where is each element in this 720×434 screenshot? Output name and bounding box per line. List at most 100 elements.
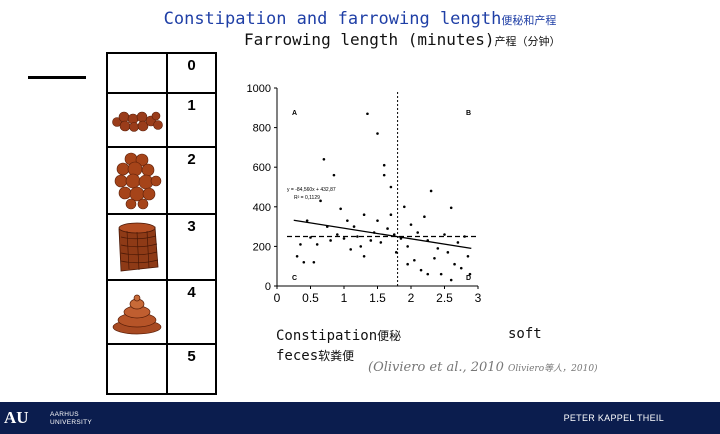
author-name: PETER KAPPEL THEIL <box>563 413 664 423</box>
data-point <box>359 245 363 248</box>
data-point <box>372 231 376 234</box>
data-point <box>394 251 398 254</box>
data-point <box>325 225 329 228</box>
data-point <box>399 237 403 240</box>
soft-pile-icon <box>112 294 162 335</box>
data-point <box>406 245 409 248</box>
score-image-cell <box>106 146 168 215</box>
scatter-chart: 0 200 400 600 800 1000 0 0.5 1 1.5 2 2.5 3 A B C Dy = -… <box>247 83 482 305</box>
data-point <box>449 278 453 282</box>
data-point <box>356 235 359 238</box>
data-point <box>369 239 373 242</box>
data-point <box>362 255 366 258</box>
score-row: 3 <box>106 213 217 281</box>
university-line-2: UNIVERSITY <box>50 419 93 426</box>
score-number: 1 <box>166 92 217 148</box>
feces-line: feces软粪便 <box>276 346 401 366</box>
data-point <box>382 163 386 167</box>
score-row: 0 <box>106 52 217 94</box>
data-point <box>423 215 426 218</box>
score-row: 5 <box>106 343 217 395</box>
chart-axes: 0 200 400 600 800 1000 0 0.5 1 1.5 2 2.5 3 <box>247 83 482 305</box>
cylinder-feces-icon <box>118 222 159 272</box>
data-point <box>299 243 302 246</box>
data-point <box>406 262 409 266</box>
feces-label: feces <box>276 348 319 364</box>
y-tick-label: 1000 <box>247 83 271 95</box>
data-point <box>349 248 352 251</box>
x-tick-label: 1 <box>341 291 348 305</box>
data-point <box>468 272 472 276</box>
x-tick-label: 1.5 <box>369 291 386 305</box>
chart-subtitle-text: Farrowing length (minutes) <box>244 30 495 49</box>
x-tick-label: 3 <box>475 291 482 305</box>
score-number: 5 <box>166 343 217 395</box>
data-point <box>342 237 346 240</box>
chart-marks: A B C Dy = -84,560x + 432,87 R² = 0,1129 <box>287 92 478 286</box>
slide-title-cn: 便秘和产程 <box>501 14 557 27</box>
data-point <box>376 132 379 135</box>
y-tick-label: 600 <box>253 162 271 174</box>
constipation-label-block: Constipation便秘 feces软粪便 <box>276 326 401 366</box>
data-point <box>439 272 443 276</box>
data-point <box>379 241 383 244</box>
y-tick-label: 0 <box>265 281 271 293</box>
x-tick-label: 2.5 <box>436 291 453 305</box>
data-point <box>376 219 379 222</box>
x-tick-label: 2 <box>408 291 415 305</box>
score-row: 2 <box>106 146 217 215</box>
data-point <box>362 213 366 217</box>
feces-score-table: 0 1 2 <box>106 52 217 395</box>
score-image-cell <box>106 92 168 148</box>
data-point <box>382 173 386 177</box>
decorative-bar <box>28 76 86 79</box>
data-point <box>295 255 299 258</box>
score-image-cell <box>106 213 168 281</box>
data-point <box>389 213 393 217</box>
score-row: 4 <box>106 279 217 345</box>
data-point <box>416 231 419 234</box>
quadrant-label-b: B <box>466 110 471 117</box>
score-number: 4 <box>166 279 217 345</box>
data-point <box>436 247 440 250</box>
score-number: 0 <box>166 52 217 94</box>
au-logo: AU <box>4 408 29 427</box>
data-point <box>346 219 349 222</box>
data-point <box>389 185 393 189</box>
data-point <box>322 157 326 161</box>
feces-label-cn: 软粪便 <box>318 349 355 363</box>
data-point <box>329 239 332 242</box>
data-point <box>315 243 319 246</box>
data-point <box>312 260 316 264</box>
constipation-label: Constipation <box>276 328 378 344</box>
score-image-cell <box>106 52 168 94</box>
data-point <box>409 223 413 226</box>
data-point <box>419 268 423 272</box>
university-name: AARHUS UNIVERSITY <box>50 411 92 427</box>
data-point <box>446 251 450 254</box>
data-point <box>426 239 430 242</box>
regression-equation: y = -84,560x + 432,87 <box>287 187 336 193</box>
quadrant-label-c: C <box>292 275 297 282</box>
data-point <box>463 235 466 238</box>
data-point <box>319 199 322 203</box>
data-point <box>392 233 396 236</box>
data-point <box>336 233 339 236</box>
constipation-line: Constipation便秘 <box>276 326 401 346</box>
data-point <box>456 241 460 244</box>
data-point <box>403 205 406 209</box>
data-point <box>466 255 470 258</box>
score-row: 1 <box>106 92 217 148</box>
data-point <box>433 256 436 260</box>
slide-title: Constipation and farrowing length便秘和产程 <box>0 9 720 29</box>
data-point <box>352 225 356 228</box>
data-point <box>429 189 433 193</box>
data-point <box>366 112 369 116</box>
quadrant-label-d: D <box>466 275 471 282</box>
data-point <box>302 260 306 264</box>
quadrant-label-a: A <box>292 110 297 117</box>
footer-bar <box>0 402 720 434</box>
regression-line <box>293 219 472 250</box>
citation-text-cn: Oliviero等人，2010) <box>508 364 598 374</box>
soft-label: soft <box>508 326 542 342</box>
